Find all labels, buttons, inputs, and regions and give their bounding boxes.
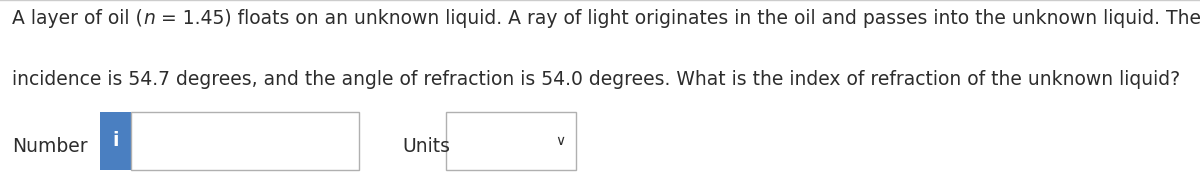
Text: A layer of oil (: A layer of oil ( [12, 9, 143, 28]
Text: Units: Units [402, 137, 450, 156]
FancyBboxPatch shape [100, 112, 131, 170]
Text: incidence is 54.7 degrees, and the angle of refraction is 54.0 degrees. What is : incidence is 54.7 degrees, and the angle… [12, 70, 1180, 89]
Text: i: i [112, 131, 119, 150]
Text: ∨: ∨ [556, 134, 565, 148]
Text: Number: Number [12, 137, 88, 156]
FancyBboxPatch shape [131, 112, 359, 170]
FancyBboxPatch shape [446, 112, 576, 170]
Text: = 1.45) floats on an unknown liquid. A ray of light originates in the oil and pa: = 1.45) floats on an unknown liquid. A r… [155, 9, 1200, 28]
Text: n: n [143, 9, 155, 28]
